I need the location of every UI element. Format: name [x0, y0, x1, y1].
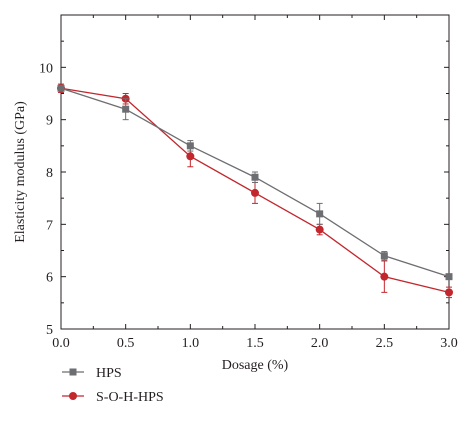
x-tick-label: 0.0 — [52, 336, 70, 351]
x-tick-label: 1.5 — [246, 336, 264, 351]
legend-label-hps: HPS — [96, 366, 122, 381]
legend-circle-marker — [69, 392, 77, 400]
series-hps — [57, 84, 453, 281]
legend-item-hps: HPS — [62, 366, 122, 381]
x-tick-label: 2.5 — [376, 336, 394, 351]
legend-square-marker — [69, 368, 77, 376]
data-point-square — [445, 273, 453, 281]
legend: HPS S-O-H-HPS — [62, 366, 164, 405]
y-tick-label: 5 — [46, 323, 53, 338]
x-axis: 0.0 0.5 1.0 1.5 2.0 2.5 3.0 — [52, 15, 458, 351]
y-tick-label: 10 — [39, 61, 53, 76]
y-tick-label: 8 — [46, 166, 53, 181]
data-point-square — [57, 84, 65, 92]
x-tick-label: 1.0 — [182, 336, 200, 351]
data-point-square — [251, 173, 259, 181]
data-point-circle — [315, 225, 324, 234]
x-tick-label: 0.5 — [117, 336, 135, 351]
data-point-square — [380, 252, 388, 260]
y-tick-label: 9 — [46, 114, 53, 129]
legend-item-s-o-h-hps: S-O-H-HPS — [62, 390, 164, 405]
y-tick-label: 6 — [46, 271, 53, 286]
data-point-circle — [251, 188, 259, 197]
legend-label-s-o-h-hps: S-O-H-HPS — [96, 390, 164, 405]
data-point-square — [186, 142, 194, 150]
data-point-circle — [445, 288, 453, 297]
data-point-square — [122, 105, 130, 113]
x-tick-label: 3.0 — [440, 336, 458, 351]
y-axis: 5 6 7 8 9 10 — [39, 40, 449, 338]
y-tick-label: 7 — [46, 218, 53, 233]
data-point-circle — [186, 152, 195, 161]
data-point-circle — [380, 272, 389, 281]
x-axis-label: Dosage (%) — [222, 358, 289, 373]
y-axis-label: Elasticity modulus (GPa) — [13, 101, 28, 243]
data-point-square — [316, 210, 324, 218]
x-tick-label: 2.0 — [311, 336, 329, 351]
series-layer — [57, 83, 453, 299]
series-s-o-h-hps — [57, 83, 453, 299]
